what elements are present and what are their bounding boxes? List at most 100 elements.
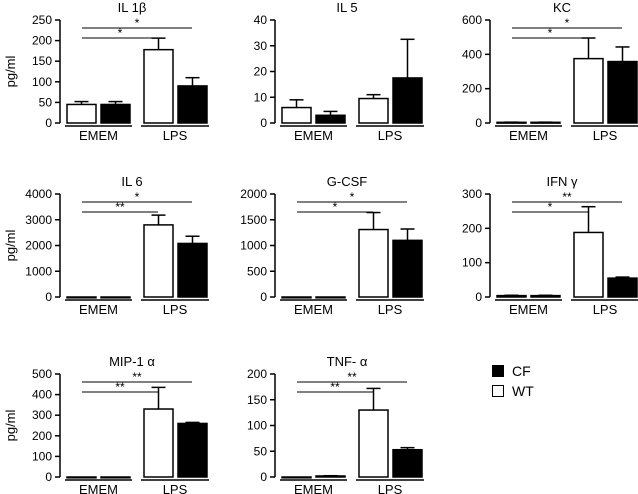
y-tick-label: 2000	[240, 187, 267, 201]
group-label-lps: LPS	[378, 482, 403, 494]
y-tick-label: 50	[39, 95, 53, 109]
chart-title: TNF- α	[327, 354, 368, 369]
y-tick-label: 400	[462, 47, 482, 61]
y-tick-label: 0	[260, 116, 267, 130]
bar-emem-cf	[100, 476, 131, 479]
bar-lps-wt	[358, 409, 389, 478]
y-tick-label: 50	[254, 444, 268, 458]
significance-label: *	[135, 16, 140, 30]
y-tick-label: 0	[475, 290, 482, 304]
y-tick-label: 200	[32, 429, 52, 443]
bar-emem-cf	[100, 103, 131, 124]
group-label-emem: EMEM	[509, 302, 548, 317]
chart-panel-3: KC 0 200 400 600 EMEM LPS * *	[462, 0, 638, 143]
group-label-emem: EMEM	[79, 302, 118, 317]
y-tick-label: 1000	[240, 239, 267, 253]
chart-title: KC	[553, 0, 571, 15]
bar-lps-cf	[177, 422, 208, 478]
y-axis-label: pg/ml	[3, 229, 18, 261]
significance-label: **	[562, 190, 572, 204]
y-axis-label: pg/ml	[3, 409, 18, 441]
group-label-emem: EMEM	[79, 482, 118, 494]
y-tick-label: 30	[254, 39, 268, 53]
significance-label: **	[115, 380, 125, 394]
bar-lps-wt	[143, 408, 174, 478]
y-tick-label: 0	[45, 290, 52, 304]
y-tick-label: 100	[247, 419, 267, 433]
chart-title: MIP-1 α	[109, 354, 155, 369]
bar-lps-wt	[358, 97, 389, 124]
bar-lps-wt	[573, 57, 604, 124]
group-label-lps: LPS	[163, 482, 188, 494]
chart-panel-5: G-CSF 0 500 1000 1500 2000 EMEM LPS * *	[240, 174, 424, 317]
bar-emem-cf	[315, 296, 346, 299]
y-tick-label: 150	[247, 393, 267, 407]
legend-swatch-wt	[492, 385, 504, 397]
significance-label: *	[135, 190, 140, 204]
bar-lps-cf	[392, 77, 423, 124]
legend-swatch-cf	[492, 365, 504, 377]
y-tick-label: 250	[32, 13, 52, 27]
y-tick-label: 4000	[25, 187, 52, 201]
bar-lps-wt	[573, 231, 604, 298]
y-tick-label: 500	[32, 367, 52, 381]
group-label-lps: LPS	[163, 302, 188, 317]
bar-emem-wt	[66, 103, 97, 124]
significance-label: **	[347, 370, 357, 384]
group-label-emem: EMEM	[294, 482, 333, 494]
y-tick-label: 20	[254, 65, 268, 79]
significance-label: *	[548, 26, 553, 40]
group-label-lps: LPS	[593, 302, 618, 317]
bar-lps-cf	[607, 60, 638, 124]
y-tick-label: 500	[247, 264, 267, 278]
y-tick-label: 0	[260, 470, 267, 484]
y-tick-label: 100	[462, 256, 482, 270]
y-tick-label: 0	[45, 470, 52, 484]
y-tick-label: 40	[254, 13, 268, 27]
legend-label-wt: WT	[512, 383, 534, 399]
bar-emem-wt	[281, 476, 312, 479]
y-tick-label: 3000	[25, 213, 52, 227]
y-tick-label: 100	[32, 75, 52, 89]
chart-panel-1: IL 1β 0 50 100 150 200 250 pg/ml EMEM LPS * *	[3, 0, 209, 143]
y-tick-label: 0	[260, 290, 267, 304]
y-tick-label: 2000	[25, 239, 52, 253]
y-tick-label: 150	[32, 54, 52, 68]
significance-label: *	[333, 200, 338, 214]
chart-title: G-CSF	[327, 174, 368, 189]
chart-title: IFN γ	[546, 174, 578, 189]
group-label-emem: EMEM	[294, 128, 333, 143]
legend-label-cf: CF	[512, 363, 531, 379]
y-tick-label: 1000	[25, 264, 52, 278]
significance-label: *	[118, 26, 123, 40]
significance-label: *	[565, 16, 570, 30]
y-tick-label: 200	[462, 221, 482, 235]
bar-emem-wt	[66, 476, 97, 479]
y-tick-label: 300	[32, 408, 52, 422]
chart-title: IL 6	[121, 174, 142, 189]
y-tick-label: 0	[475, 116, 482, 130]
group-label-emem: EMEM	[509, 128, 548, 143]
legend: CF WT	[492, 363, 572, 408]
significance-label: **	[115, 200, 125, 214]
group-label-lps: LPS	[593, 128, 618, 143]
chart-panel-7: MIP-1 α 0 100 200 300 400 500 pg/ml EMEM LPS ** **	[3, 354, 209, 494]
bar-lps-cf	[177, 85, 208, 124]
y-tick-label: 1500	[240, 213, 267, 227]
y-tick-label: 600	[462, 13, 482, 27]
bar-lps-cf	[392, 448, 423, 478]
bar-emem-cf	[315, 114, 346, 124]
significance-label: *	[548, 200, 553, 214]
y-tick-label: 10	[254, 90, 268, 104]
group-label-emem: EMEM	[294, 302, 333, 317]
y-axis-label: pg/ml	[3, 55, 18, 87]
bar-lps-cf	[392, 239, 423, 298]
bar-lps-wt	[143, 48, 174, 124]
chart-panel-8: TNF- α 0 50 100 150 200 EMEM LPS ** **	[247, 354, 424, 494]
bar-lps-cf	[607, 277, 638, 298]
chart-panel-2: IL 5 0 10 20 30 40 EMEM LPS	[254, 0, 424, 143]
legend-item-wt: WT	[492, 383, 572, 400]
